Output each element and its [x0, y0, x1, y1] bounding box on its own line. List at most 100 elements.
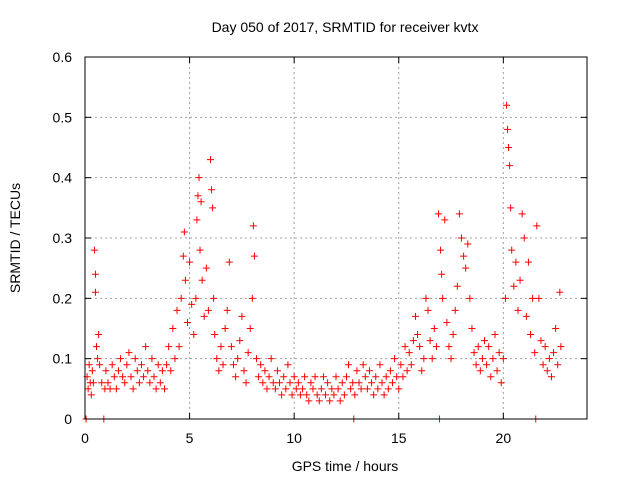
data-point: [557, 343, 565, 351]
data-point: [481, 337, 489, 345]
data-point: [284, 361, 292, 369]
data-point: [349, 379, 357, 387]
y-axis-ticks: 0 0.1 0.2 0.3 0.4 0.5 0.6: [53, 49, 587, 427]
data-point: [416, 343, 424, 351]
data-point: [102, 367, 110, 375]
data-point: [505, 144, 513, 151]
data-point: [497, 379, 505, 387]
data-point: [368, 379, 376, 387]
data-point: [265, 373, 273, 381]
data-point: [520, 234, 528, 242]
data-point: [194, 192, 202, 200]
data-points: [82, 101, 565, 423]
data-point: [502, 101, 510, 109]
data-point: [296, 391, 304, 399]
data-point: [282, 385, 290, 393]
data-point: [163, 361, 171, 369]
data-point: [238, 312, 246, 320]
data-point: [522, 312, 530, 320]
data-point: [470, 349, 478, 357]
data-point: [263, 385, 271, 393]
data-point: [552, 325, 560, 332]
data-point: [217, 343, 225, 351]
data-point: [365, 367, 373, 375]
data-point: [301, 373, 309, 381]
data-point: [209, 204, 217, 212]
data-point: [445, 343, 453, 351]
data-point: [422, 294, 430, 302]
data-point: [225, 258, 233, 266]
x-tick-label: 5: [186, 430, 194, 446]
data-point: [545, 355, 553, 363]
data-point: [299, 385, 307, 393]
data-point: [210, 294, 218, 302]
y-tick-label: 0.4: [53, 170, 73, 186]
data-point: [464, 240, 472, 248]
data-point: [96, 361, 104, 369]
data-point: [246, 325, 254, 332]
data-point: [370, 391, 378, 399]
data-point: [518, 210, 526, 218]
data-point: [437, 246, 445, 254]
data-point: [250, 252, 258, 260]
data-point: [439, 294, 447, 302]
data-point: [148, 355, 156, 363]
data-point: [376, 361, 384, 369]
data-point: [441, 216, 449, 224]
data-point: [507, 204, 515, 212]
data-point: [179, 252, 187, 260]
data-point: [89, 379, 97, 387]
data-point: [361, 373, 369, 381]
data-point: [276, 379, 284, 387]
data-point: [529, 294, 537, 302]
data-point: [167, 367, 175, 375]
data-point: [374, 385, 382, 393]
data-point: [140, 373, 148, 381]
data-point: [227, 343, 235, 351]
data-point: [114, 367, 122, 375]
data-point: [119, 373, 127, 381]
x-tick-label: 15: [391, 430, 407, 446]
data-point: [501, 294, 509, 302]
data-point: [248, 294, 256, 302]
y-tick-label: 0.2: [53, 290, 73, 306]
data-point: [135, 379, 143, 387]
data-point: [458, 234, 465, 242]
data-point: [311, 373, 319, 381]
data-point: [98, 379, 106, 387]
data-point: [495, 349, 503, 357]
data-point: [483, 361, 491, 369]
x-tick-label: 0: [81, 430, 89, 446]
data-point: [84, 385, 92, 393]
data-point: [541, 343, 549, 351]
data-point: [395, 385, 403, 393]
data-point: [347, 385, 355, 393]
data-point: [405, 349, 413, 357]
data-point: [269, 379, 277, 387]
data-point: [535, 294, 543, 302]
data-point: [180, 228, 188, 236]
chart-title: Day 050 of 2017, SRMTID for receiver kvt…: [212, 19, 479, 35]
data-point: [192, 294, 200, 302]
data-point: [391, 355, 399, 363]
data-point: [447, 355, 455, 363]
data-point: [340, 391, 348, 399]
data-point: [150, 373, 158, 381]
data-point: [543, 367, 551, 375]
data-point: [280, 373, 288, 381]
data-point: [156, 379, 164, 387]
data-point: [393, 373, 401, 381]
data-point: [273, 367, 281, 375]
data-point: [213, 355, 221, 363]
y-tick-label: 0.1: [53, 351, 73, 367]
data-point: [294, 379, 302, 387]
data-point: [476, 367, 484, 375]
data-point: [177, 294, 185, 302]
data-point: [91, 270, 99, 278]
data-point: [487, 373, 495, 381]
data-point: [554, 361, 562, 369]
data-point: [355, 379, 363, 387]
data-point: [121, 379, 129, 387]
data-point: [106, 385, 114, 393]
data-point: [131, 355, 139, 363]
